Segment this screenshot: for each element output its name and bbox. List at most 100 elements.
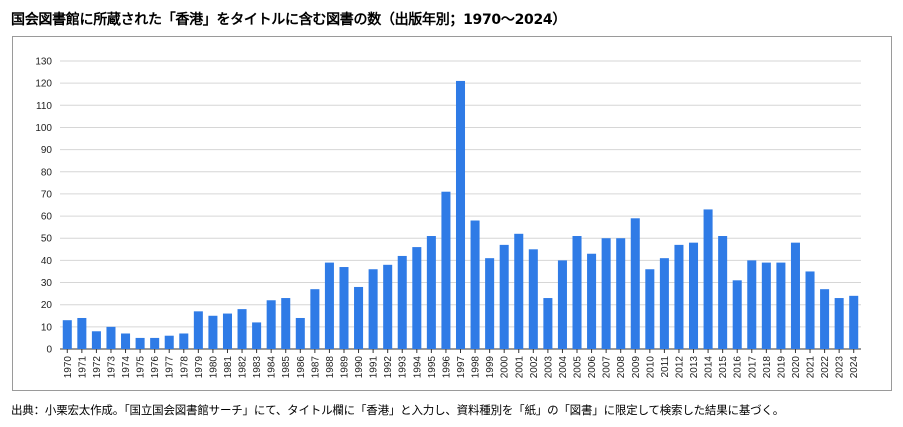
x-tick-label: 2009 [631,356,642,379]
x-tick-label: 1975 [136,356,147,379]
x-tick-label: 2006 [587,356,598,379]
bar-1980 [208,315,218,349]
x-tick-label: 1992 [383,356,394,379]
y-tick-label: 130 [35,57,52,68]
x-tick-label: 2021 [806,356,817,379]
x-tick-label: 1993 [398,356,409,379]
bar-1989 [339,267,349,349]
x-tick-label: 2001 [514,356,525,379]
x-tick-label: 2008 [616,356,627,379]
bar-1987 [310,289,320,349]
x-tick-label: 1982 [238,356,249,379]
x-tick-label: 1971 [77,356,88,379]
x-tick-label: 1988 [325,356,336,379]
bar-2009 [630,218,640,349]
x-tick-label: 1989 [339,356,350,379]
bar-2006 [587,253,597,349]
x-tick-label: 2000 [500,356,511,379]
x-tick-label: 1987 [310,356,321,379]
bar-1999 [485,258,495,349]
x-tick-label: 2015 [718,356,729,379]
bar-1972 [91,331,101,349]
bar-1982 [237,309,247,349]
y-tick-label: 110 [36,101,52,112]
bar-1984 [266,300,276,349]
source-note: 出典：小栗宏太作成。「国立国会図書館サーチ」にて、タイトル欄に「香港」と入力し、… [11,403,785,417]
bar-2013 [689,242,699,349]
x-tick-label: 1990 [354,356,365,379]
x-tick-label: 2005 [573,356,584,379]
y-tick-label: 70 [41,189,53,200]
x-tick-label: 1999 [485,356,496,379]
bar-1977 [164,335,174,349]
bar-1988 [324,262,334,349]
x-tick-label: 2018 [762,356,773,379]
bar-1983 [252,322,262,349]
x-tick-label: 2013 [689,356,700,379]
x-tick-label: 1996 [441,356,452,379]
y-tick-label: 90 [41,145,53,156]
bar-1990 [354,286,364,349]
y-axis-ticks: 0 10 20 30 40 50 60 70 80 90 100 110 120 130 [35,57,52,356]
bar-2018 [761,262,771,349]
x-tick-label: 1977 [165,356,176,379]
x-tick-label: 1970 [63,356,74,379]
bar-1997 [455,80,466,349]
bar-chart: 0 10 20 30 40 50 60 70 80 90 100 110 120 130 1970 1971… [35,57,861,378]
x-tick-label: 1986 [296,356,307,379]
y-tick-label: 30 [41,278,53,289]
x-tick-label: 1991 [369,356,380,379]
x-tick-label: 1994 [412,356,423,379]
bar-1993 [397,255,407,349]
x-tick-label: 1985 [281,356,292,379]
x-tick-label: 2003 [543,356,554,379]
bar-2010 [645,269,655,349]
bar-1995 [426,236,436,349]
y-tick-label: 100 [35,123,52,134]
bar-2016 [732,280,742,349]
x-tick-label: 2020 [791,356,802,379]
x-tick-label: 1995 [427,356,438,379]
bar-1975 [135,337,145,349]
bar-1970 [62,320,72,349]
y-tick-label: 80 [41,167,53,178]
x-tick-label: 2011 [660,356,671,378]
bar-1976 [150,337,160,349]
bar-1978 [179,333,189,349]
x-axis-ticks: 1970 1971 1972 1973 1974 1975 1976 1977 1978 1979… [63,349,860,378]
bar-1998 [470,220,480,349]
y-tick-label: 40 [41,256,53,267]
x-tick-label: 2022 [820,356,831,379]
chart-title: 国会図書館に所蔵された「香港」をタイトルに含む図書の数（出版年別；1970〜20… [11,12,567,28]
bar-1985 [281,298,291,349]
bar-2015 [718,236,728,349]
x-tick-label: 1978 [179,356,190,379]
x-tick-label: 2019 [776,356,787,379]
y-tick-label: 50 [41,234,53,245]
x-tick-label: 2017 [747,356,758,379]
y-tick-label: 20 [41,300,53,311]
y-tick-label: 60 [41,212,53,223]
x-tick-label: 2002 [529,356,540,379]
bar-1974 [121,333,131,349]
bar-2021 [805,271,815,349]
y-tick-label: 10 [41,322,53,333]
x-tick-label: 2024 [849,356,860,379]
x-tick-label: 1998 [471,356,482,379]
y-tick-label: 120 [35,79,52,90]
bar-1991 [368,269,378,349]
bar-2012 [674,244,684,349]
bar-2008 [616,238,626,349]
x-tick-label: 2004 [558,356,569,379]
x-tick-label: 1972 [92,356,103,379]
bar-2004 [557,260,567,349]
x-tick-label: 2014 [704,356,715,379]
x-tick-label: 1973 [106,356,117,379]
x-tick-label: 1997 [456,356,467,379]
bar-2024 [849,295,859,349]
bar-1986 [295,317,305,349]
x-tick-label: 2012 [674,356,685,379]
bar-2019 [776,262,786,349]
bar-2014 [703,209,713,349]
bar-2002 [528,249,538,349]
